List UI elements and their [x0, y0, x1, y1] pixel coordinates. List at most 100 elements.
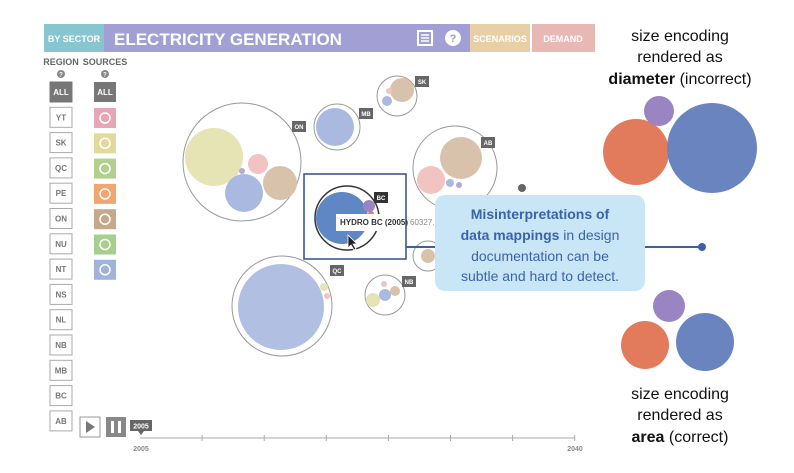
- bubble[interactable]: [386, 88, 392, 94]
- pause-button[interactable]: [106, 417, 126, 437]
- caption-rest: (incorrect): [675, 71, 751, 88]
- help-icon[interactable]: ?: [445, 30, 461, 46]
- bubble[interactable]: [417, 166, 445, 194]
- help-dot[interactable]: [57, 70, 65, 78]
- cluster-tag: [374, 192, 388, 203]
- region-label: MB: [55, 366, 68, 375]
- bubble[interactable]: [363, 200, 375, 212]
- region-button[interactable]: [49, 233, 73, 255]
- bubble[interactable]: [381, 281, 387, 287]
- bubble[interactable]: [324, 293, 330, 299]
- source-button[interactable]: [94, 209, 116, 230]
- bubble[interactable]: [225, 174, 263, 212]
- source-button[interactable]: [94, 259, 116, 280]
- help-mark: ?: [59, 73, 63, 79]
- source-button[interactable]: [94, 133, 116, 154]
- region-label: ON: [55, 215, 67, 224]
- region-label: BC: [55, 392, 67, 401]
- source-button[interactable]: [94, 183, 116, 204]
- title-bg: [104, 24, 470, 52]
- bubble[interactable]: [446, 179, 454, 187]
- cluster-tag: [330, 265, 344, 276]
- bubble[interactable]: [440, 137, 482, 179]
- region-label: NT: [56, 265, 67, 274]
- region-button[interactable]: [49, 208, 73, 229]
- region-button[interactable]: [49, 182, 73, 204]
- region-button[interactable]: [49, 132, 73, 154]
- scenarios-tab[interactable]: SCENARIOS: [473, 34, 527, 44]
- example-circle: [653, 290, 685, 322]
- tab-bg: [44, 24, 104, 52]
- cluster-label: ON: [295, 125, 304, 131]
- tab[interactable]: BY SECTOR: [48, 34, 101, 44]
- region-button[interactable]: [49, 81, 73, 103]
- region-button[interactable]: [49, 309, 73, 331]
- bubble[interactable]: [390, 78, 414, 102]
- source-icon: [99, 188, 111, 200]
- source-button[interactable]: [94, 158, 116, 179]
- example-circle: [667, 103, 757, 193]
- caption: diameter (incorrect): [608, 71, 751, 88]
- region-button[interactable]: [49, 106, 73, 128]
- region-label: NU: [55, 240, 67, 249]
- sources-all-btn[interactable]: [94, 82, 116, 102]
- timeline-handle[interactable]: [130, 420, 152, 431]
- bubble[interactable]: [390, 286, 400, 296]
- region-button[interactable]: [49, 385, 73, 407]
- callout-bold: data mappings: [461, 227, 560, 243]
- source-icon: [99, 137, 111, 150]
- region-label: QC: [55, 164, 67, 173]
- bubble[interactable]: [263, 166, 297, 200]
- region-label: REGION: [43, 57, 79, 67]
- region-button[interactable]: [49, 334, 73, 356]
- region-label: ALL: [53, 88, 69, 97]
- callout-text: documentation can be: [471, 248, 609, 264]
- source-icon: [99, 112, 111, 124]
- bubble[interactable]: [320, 283, 328, 291]
- play-icon: [86, 421, 95, 433]
- demand-tab[interactable]: DEMAND: [543, 34, 583, 44]
- caption-bold: diameter: [608, 71, 675, 88]
- bubble[interactable]: [456, 182, 462, 188]
- callout-text: Misinterpretations of: [471, 206, 610, 222]
- cluster-tag: [402, 276, 416, 287]
- bubble[interactable]: [238, 264, 324, 350]
- caption: rendered as: [637, 407, 722, 424]
- tooltip-label: HYDRO BC (2005): [340, 218, 408, 227]
- example-circle: [644, 96, 674, 126]
- source-button[interactable]: [94, 234, 116, 255]
- scenarios-bg: [470, 24, 530, 52]
- region-button[interactable]: [49, 157, 73, 179]
- bubble[interactable]: [185, 128, 243, 186]
- pause-icon: [111, 421, 114, 433]
- source-button[interactable]: [94, 108, 116, 128]
- tooltip-bg: [336, 214, 408, 231]
- bubble[interactable]: [239, 168, 245, 174]
- region-label: NS: [55, 290, 67, 299]
- bubble-chart: ON MB SK AB QC NB: [182, 75, 526, 357]
- source-icon: [99, 162, 111, 175]
- list-icon[interactable]: [417, 30, 433, 46]
- region-button[interactable]: [49, 258, 73, 280]
- source-icon: [99, 213, 111, 225]
- region-label: YT: [56, 113, 66, 122]
- bubble[interactable]: [366, 293, 380, 307]
- cluster-tag: [415, 76, 429, 87]
- bubble[interactable]: [379, 289, 391, 301]
- bubble[interactable]: [248, 154, 268, 174]
- region-button[interactable]: [49, 359, 73, 381]
- bubble[interactable]: [316, 108, 354, 146]
- region-list: ALL YT SK QC PE ON NU NT NS NL NB MB BC AB: [49, 81, 73, 432]
- source-list: [94, 108, 116, 280]
- caption-rest: (correct): [664, 429, 728, 446]
- region-button[interactable]: [49, 283, 73, 305]
- region-label: AB: [55, 417, 67, 426]
- help-dot[interactable]: [101, 70, 109, 78]
- example-circle: [603, 119, 669, 185]
- region-label: NB: [55, 341, 67, 350]
- bubble[interactable]: [382, 96, 392, 106]
- region-button[interactable]: [49, 410, 73, 432]
- bubble[interactable]: [421, 249, 435, 263]
- caption: size encoding: [631, 28, 729, 45]
